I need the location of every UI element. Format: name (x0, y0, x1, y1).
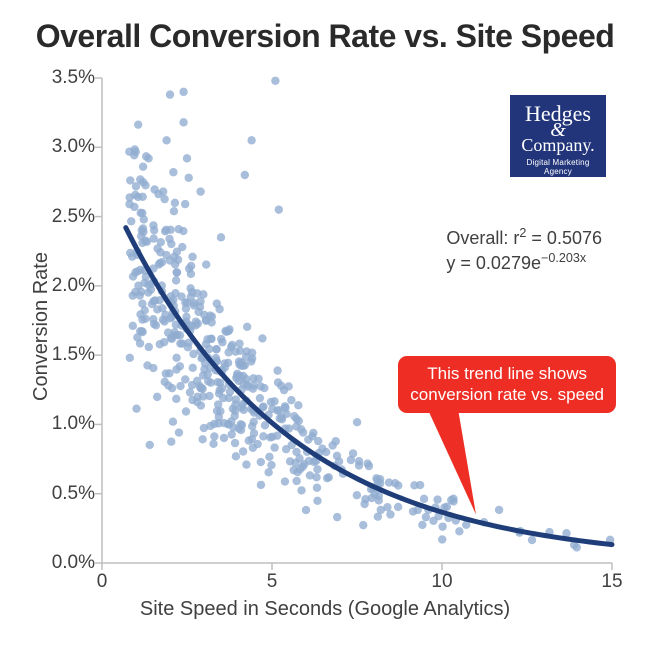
y-tick-label: 1.0% (40, 413, 95, 435)
y-tick-label: 3.5% (40, 67, 95, 89)
hedges-company-logo: Hedges & Company. Digital Marketing Agen… (510, 95, 606, 177)
chart-title: Overall Conversion Rate vs. Site Speed (0, 18, 650, 55)
regression-annotation: Overall: r2 = 0.5076 y = 0.0279e−0.203x (446, 225, 602, 276)
x-tick-label: 10 (431, 571, 452, 593)
y-tick-label: 3.0% (40, 136, 95, 158)
chart-frame: Overall Conversion Rate vs. Site Speed C… (0, 0, 650, 650)
x-tick-label: 5 (267, 571, 278, 593)
y-tick-label: 2.0% (40, 275, 95, 297)
x-tick-label: 0 (97, 571, 108, 593)
logo-line-2: Company. (516, 135, 600, 155)
callout-line-1: This trend line shows (427, 364, 587, 383)
y-tick-label: 2.5% (40, 206, 95, 228)
y-tick-label: 0.0% (40, 552, 95, 574)
callout-line-2: conversion rate vs. speed (410, 385, 604, 404)
r-squared-text: Overall: r2 = 0.5076 (446, 228, 602, 248)
y-tick-label: 1.5% (40, 344, 95, 366)
logo-tagline: Digital Marketing Agency (516, 158, 600, 176)
x-axis-label: Site Speed in Seconds (Google Analytics) (0, 598, 650, 621)
y-tick-label: 0.5% (40, 483, 95, 505)
x-tick-label: 15 (601, 571, 622, 593)
trend-line-callout: This trend line shows conversion rate vs… (398, 356, 616, 413)
equation-text: y = 0.0279e−0.203x (446, 253, 586, 273)
